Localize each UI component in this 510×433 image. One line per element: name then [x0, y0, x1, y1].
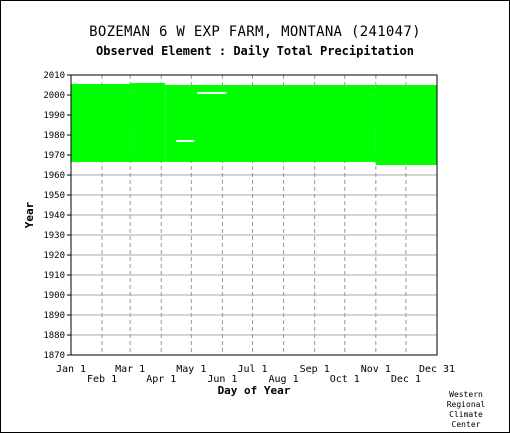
x-tick-label: Jul 1: [237, 364, 267, 375]
data-coverage-block: [130, 83, 166, 162]
y-tick-label: 1960: [43, 171, 65, 181]
x-tick-label: Mar 1: [115, 364, 145, 375]
data-coverage-block: [375, 85, 437, 165]
y-tick-label: 2000: [43, 91, 65, 101]
data-coverage-block: [71, 84, 131, 162]
credit-line: Climate: [449, 410, 483, 419]
y-tick-label: 1880: [43, 331, 65, 341]
y-tick-label: 1990: [43, 111, 65, 121]
y-tick-label: 1910: [43, 271, 65, 281]
y-tick-label: 1950: [43, 191, 65, 201]
credit-line: Western: [449, 390, 483, 399]
x-tick-label: Feb 1: [87, 374, 117, 385]
x-tick-label: Apr 1: [146, 374, 176, 385]
y-tick-label: 1940: [43, 211, 65, 221]
chart-title: BOZEMAN 6 W EXP FARM, MONTANA (241047): [89, 24, 421, 40]
y-tick-label: 1890: [43, 311, 65, 321]
wrcc-credit: Western Regional Climate Center: [436, 390, 496, 430]
x-tick-label: Jan 1: [56, 364, 86, 375]
y-tick-label: 2010: [43, 71, 65, 81]
y-axis-label: Year: [23, 201, 36, 228]
y-tick-label: 1980: [43, 131, 65, 141]
y-tick-label: 1870: [43, 351, 65, 361]
y-tick-label: 1930: [43, 231, 65, 241]
data-coverage-block: [165, 85, 376, 162]
y-tick-label: 1900: [43, 291, 65, 301]
x-tick-label: Sep 1: [300, 364, 330, 375]
missing-data-gap: [176, 140, 195, 142]
x-tick-label: May 1: [176, 364, 206, 375]
x-tick-label: Nov 1: [361, 364, 391, 375]
x-tick-label: Oct 1: [330, 374, 360, 385]
y-tick-label: 1970: [43, 151, 65, 161]
x-tick-label: Aug 1: [269, 374, 299, 385]
x-tick-label: Dec 31: [419, 364, 455, 375]
credit-line: Center: [451, 420, 481, 429]
y-tick-label: 1920: [43, 251, 65, 261]
missing-data-gap: [197, 92, 227, 94]
x-axis-label: Day of Year: [218, 384, 291, 397]
x-tick-label: Jun 1: [207, 374, 237, 385]
credit-line: Regional: [446, 400, 486, 409]
chart-subtitle: Observed Element : Daily Total Precipita…: [96, 44, 414, 58]
x-tick-label: Dec 1: [391, 374, 421, 385]
